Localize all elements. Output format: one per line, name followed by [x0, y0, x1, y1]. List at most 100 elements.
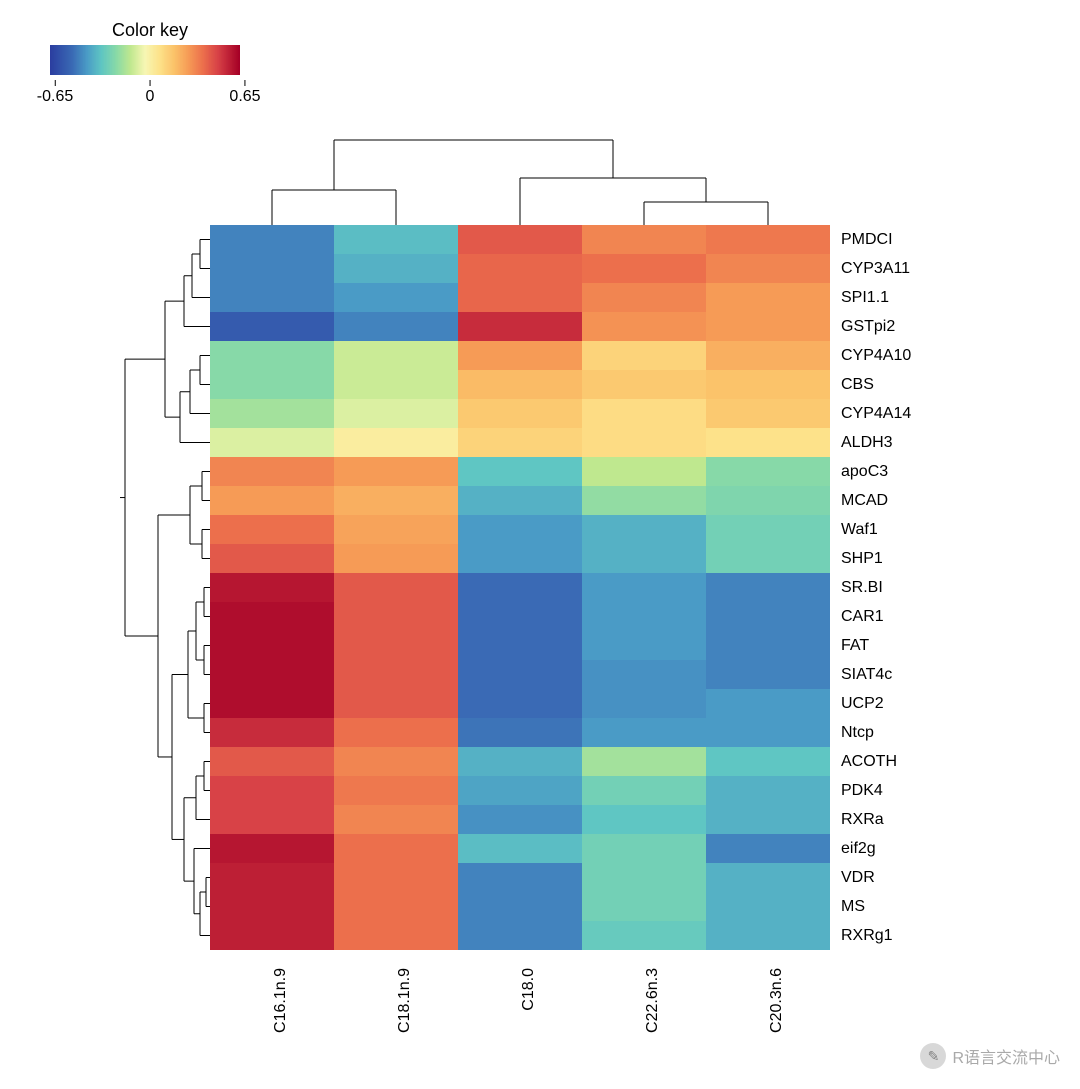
column-label-wrap: C22.6n.3: [582, 958, 706, 1068]
heatmap-cell: [210, 631, 334, 660]
column-label-wrap: C18.0: [458, 958, 582, 1068]
heatmap-cell: [334, 602, 458, 631]
heatmap-cell: [334, 428, 458, 457]
heatmap-cell: [706, 312, 830, 341]
heatmap-cell: [210, 805, 334, 834]
heatmap-cell: [582, 892, 706, 921]
color-key-mid-label: 0: [146, 88, 155, 105]
watermark: ✎ R语言交流中心: [920, 1043, 1060, 1069]
row-label: CBS: [835, 370, 911, 399]
heatmap-cell: [582, 689, 706, 718]
color-key-max-label: 0.65: [229, 88, 260, 105]
heatmap-cell: [210, 341, 334, 370]
heatmap-cell: [458, 370, 582, 399]
heatmap-cell: [582, 660, 706, 689]
heatmap-cell: [458, 312, 582, 341]
color-key-gradient: [50, 45, 240, 75]
color-key-tick-max: 0.65: [229, 80, 260, 106]
heatmap-cell: [706, 660, 830, 689]
heatmap-cell: [706, 428, 830, 457]
row-label: CYP4A10: [835, 341, 911, 370]
row-label: SIAT4c: [835, 660, 911, 689]
row-label: Waf1: [835, 515, 911, 544]
row-label: RXRa: [835, 805, 911, 834]
heatmap-cell: [458, 457, 582, 486]
heatmap-cell: [210, 370, 334, 399]
heatmap-cell: [582, 602, 706, 631]
color-key-title: Color key: [50, 20, 250, 41]
heatmap-cell: [706, 747, 830, 776]
heatmap-cell: [334, 660, 458, 689]
heatmap-cell: [582, 283, 706, 312]
column-label: C18.1n.9: [396, 968, 414, 1033]
row-label: SR.BI: [835, 573, 911, 602]
heatmap-cell: [458, 863, 582, 892]
color-key-tick-min: -0.65: [37, 80, 73, 106]
heatmap-cell: [210, 747, 334, 776]
heatmap-cell: [458, 718, 582, 747]
heatmap-cell: [210, 921, 334, 950]
heatmap-cell: [458, 834, 582, 863]
heatmap-cell: [210, 225, 334, 254]
heatmap-cell: [334, 921, 458, 950]
heatmap-cell: [334, 805, 458, 834]
column-label-wrap: C20.3n.6: [706, 958, 830, 1068]
heatmap-cell: [706, 544, 830, 573]
heatmap-cell: [582, 921, 706, 950]
heatmap-cell: [582, 515, 706, 544]
heatmap-cell: [458, 689, 582, 718]
heatmap-cell: [582, 312, 706, 341]
heatmap-cell: [210, 544, 334, 573]
row-label: GSTpi2: [835, 312, 911, 341]
heatmap-cell: [334, 863, 458, 892]
heatmap-cell: [458, 573, 582, 602]
heatmap-cell: [210, 863, 334, 892]
column-label: C22.6n.3: [644, 968, 662, 1033]
heatmap-cell: [210, 515, 334, 544]
heatmap-cell: [334, 254, 458, 283]
row-label: SHP1: [835, 544, 911, 573]
heatmap-cell: [582, 776, 706, 805]
heatmap-cell: [334, 834, 458, 863]
heatmap-cell: [458, 225, 582, 254]
heatmap-cell: [706, 631, 830, 660]
heatmap-cell: [210, 254, 334, 283]
heatmap-cell: [458, 602, 582, 631]
row-label: apoC3: [835, 457, 911, 486]
row-dendrogram: [120, 225, 210, 950]
heatmap-cell: [334, 544, 458, 573]
heatmap-cell: [706, 457, 830, 486]
heatmap-cell: [210, 312, 334, 341]
heatmap-cell: [458, 399, 582, 428]
heatmap-cell: [706, 863, 830, 892]
row-label: UCP2: [835, 689, 911, 718]
heatmap-cell: [210, 602, 334, 631]
heatmap-cell: [458, 428, 582, 457]
heatmap-cell: [458, 283, 582, 312]
heatmap-cell: [334, 747, 458, 776]
heatmap-cell: [582, 631, 706, 660]
heatmap-cell: [334, 370, 458, 399]
heatmap-cell: [582, 428, 706, 457]
heatmap-cell: [210, 573, 334, 602]
row-label: eif2g: [835, 834, 911, 863]
heatmap-cell: [458, 921, 582, 950]
heatmap-cell: [706, 718, 830, 747]
watermark-text: R语言交流中心: [952, 1044, 1060, 1068]
watermark-icon: ✎: [920, 1043, 946, 1069]
column-dendrogram: [210, 140, 830, 225]
heatmap-cell: [334, 718, 458, 747]
color-key-min-label: -0.65: [37, 88, 73, 105]
heatmap-cell: [334, 283, 458, 312]
heatmap-cell: [582, 863, 706, 892]
color-key-ticks: -0.65 0 0.65: [55, 80, 245, 110]
column-label-wrap: C16.1n.9: [210, 958, 334, 1068]
row-label: MS: [835, 892, 911, 921]
heatmap-cell: [210, 892, 334, 921]
heatmap-cell: [458, 747, 582, 776]
heatmap-grid: [210, 225, 830, 950]
heatmap-cell: [210, 428, 334, 457]
heatmap-cell: [334, 573, 458, 602]
heatmap-cell: [210, 399, 334, 428]
heatmap-cell: [706, 341, 830, 370]
